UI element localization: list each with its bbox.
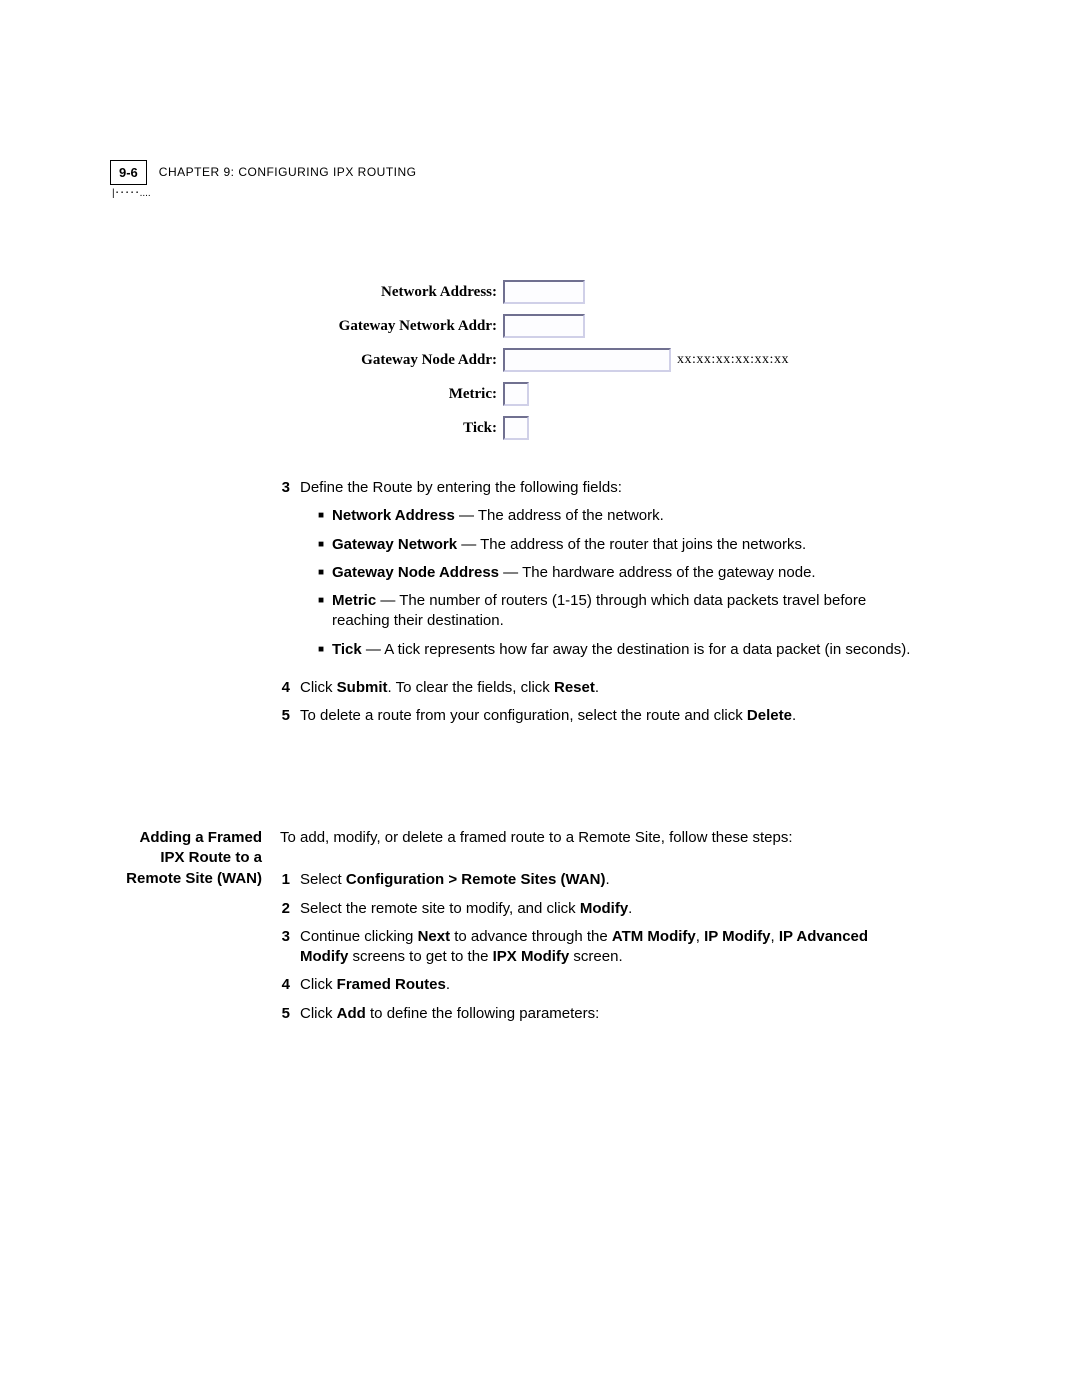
form-row-metric: Metric: <box>335 382 815 406</box>
step-num: 5 <box>280 1004 300 1024</box>
section-intro: To add, modify, or delete a framed route… <box>280 828 920 848</box>
input-gateway-network[interactable] <box>503 314 585 338</box>
step-text: Define the Route by entering the followi… <box>300 478 920 670</box>
wan-step-3: 3 Continue clicking Next to advance thro… <box>280 927 920 968</box>
page-number: 9-6 <box>110 160 147 185</box>
side-heading: Adding a Framed IPX Route to a Remote Si… <box>120 828 280 1032</box>
section-body: To add, modify, or delete a framed route… <box>280 828 920 1032</box>
field-bullets: ■ Network Address — The address of the n… <box>300 506 920 660</box>
label-gateway-node: Gateway Node Addr: <box>335 352 503 369</box>
bullet-gateway-node: ■ Gateway Node Address — The hardware ad… <box>318 563 920 583</box>
wan-step-1: 1 Select Configuration > Remote Sites (W… <box>280 870 920 890</box>
input-metric[interactable] <box>503 382 529 406</box>
step-num: 3 <box>280 478 300 670</box>
bullet-icon: ■ <box>318 535 332 555</box>
step-num: 1 <box>280 870 300 890</box>
wan-step-5: 5 Click Add to define the following para… <box>280 1004 920 1024</box>
wan-step-2: 2 Select the remote site to modify, and … <box>280 899 920 919</box>
hint-gateway-node: xx:xx:xx:xx:xx:xx <box>677 352 789 368</box>
label-network-address: Network Address: <box>335 284 503 301</box>
bullet-icon: ■ <box>318 591 332 632</box>
page-header: 9-6 CHAPTER 9: CONFIGURING IPX ROUTING <box>110 160 416 185</box>
label-tick: Tick: <box>335 420 503 437</box>
input-network-address[interactable] <box>503 280 585 304</box>
label-gateway-network: Gateway Network Addr: <box>335 318 503 335</box>
decorative-dots: |･････.... <box>112 184 151 199</box>
form-row-tick: Tick: <box>335 416 815 440</box>
section-framed-ipx: Adding a Framed IPX Route to a Remote Si… <box>120 828 920 1032</box>
step-4: 4 Click Submit. To clear the fields, cli… <box>280 678 920 698</box>
step-text: Click Submit. To clear the fields, click… <box>300 678 920 698</box>
step-text: To delete a route from your configuratio… <box>300 706 920 726</box>
label-metric: Metric: <box>335 386 503 403</box>
bullet-icon: ■ <box>318 640 332 660</box>
bullet-gateway-network: ■ Gateway Network — The address of the r… <box>318 535 920 555</box>
content-steps-345: 3 Define the Route by entering the follo… <box>280 478 920 734</box>
input-gateway-node[interactable] <box>503 348 671 372</box>
form-row-network-address: Network Address: <box>335 280 815 304</box>
step-num: 3 <box>280 927 300 968</box>
bullet-icon: ■ <box>318 506 332 526</box>
steps-list: 1 Select Configuration > Remote Sites (W… <box>280 870 920 1024</box>
wan-step-4: 4 Click Framed Routes. <box>280 975 920 995</box>
bullet-network-address: ■ Network Address — The address of the n… <box>318 506 920 526</box>
form-row-gateway-network: Gateway Network Addr: <box>335 314 815 338</box>
form-row-gateway-node: Gateway Node Addr: xx:xx:xx:xx:xx:xx <box>335 348 815 372</box>
bullet-tick: ■ Tick — A tick represents how far away … <box>318 640 920 660</box>
bullet-metric: ■ Metric — The number of routers (1-15) … <box>318 591 920 632</box>
step-num: 2 <box>280 899 300 919</box>
step-5: 5 To delete a route from your configurat… <box>280 706 920 726</box>
route-form: Network Address: Gateway Network Addr: G… <box>335 280 815 450</box>
chapter-title: CHAPTER 9: CONFIGURING IPX ROUTING <box>159 160 417 179</box>
bullet-icon: ■ <box>318 563 332 583</box>
step-num: 5 <box>280 706 300 726</box>
step-num: 4 <box>280 678 300 698</box>
step-3: 3 Define the Route by entering the follo… <box>280 478 920 670</box>
input-tick[interactable] <box>503 416 529 440</box>
step-num: 4 <box>280 975 300 995</box>
